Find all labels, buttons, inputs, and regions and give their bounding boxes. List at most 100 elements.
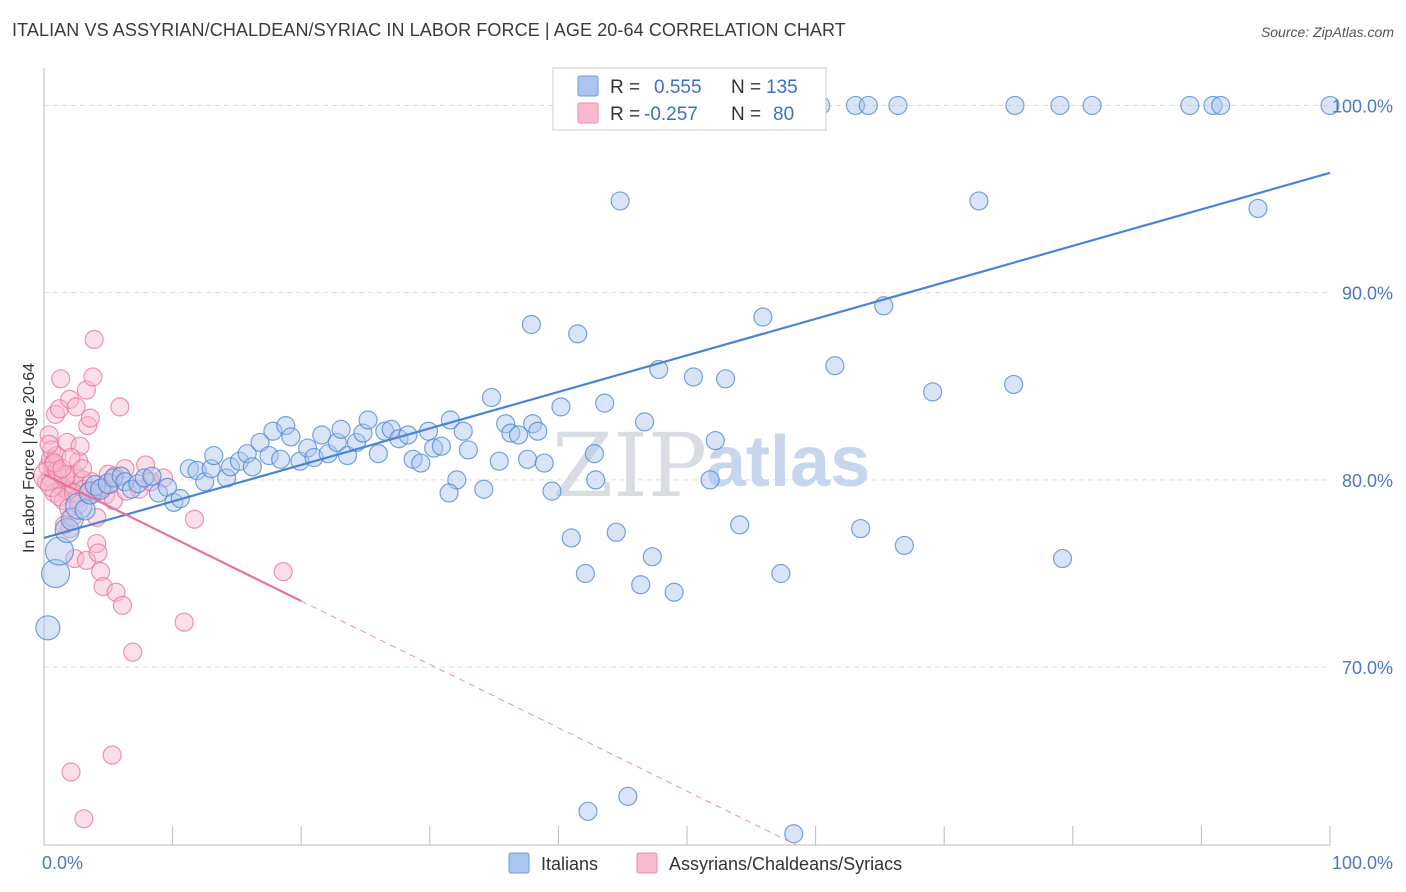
italians-point-122 bbox=[1180, 95, 1200, 116]
italians-point-58 bbox=[431, 436, 451, 456]
italians-point-107 bbox=[618, 786, 638, 806]
italians-point-101 bbox=[923, 382, 943, 402]
legend-swatch-italians bbox=[577, 75, 599, 97]
italians-point-0 bbox=[35, 615, 61, 641]
italians-point-74 bbox=[542, 481, 562, 501]
italians-point-36 bbox=[276, 416, 296, 436]
series-italians-points bbox=[35, 95, 1340, 844]
italians-point-16 bbox=[134, 468, 154, 488]
italians-point-22 bbox=[179, 459, 199, 479]
italians-point-33 bbox=[259, 445, 279, 466]
chart-title: ITALIAN VS ASSYRIAN/CHALDEAN/SYRIAC IN L… bbox=[12, 20, 846, 40]
italians-point-57 bbox=[424, 438, 444, 458]
italians-point-37 bbox=[281, 427, 301, 447]
italians-point-65 bbox=[481, 387, 502, 408]
italians-point-120 bbox=[1050, 95, 1070, 116]
assyrians-trend-line bbox=[43, 473, 302, 603]
assyrians-point-49 bbox=[112, 595, 133, 615]
italians-point-91 bbox=[700, 470, 720, 490]
italians-point-92 bbox=[705, 430, 725, 451]
italians-point-98 bbox=[851, 518, 871, 539]
italians-point-72 bbox=[528, 421, 548, 441]
italians-point-81 bbox=[584, 444, 605, 464]
italians-point-79 bbox=[575, 563, 596, 584]
assyrians-point-79 bbox=[72, 459, 93, 479]
italians-trend-line bbox=[43, 171, 1331, 540]
assyrians-point-20 bbox=[60, 389, 80, 409]
italians-point-124 bbox=[1211, 95, 1231, 116]
y-axis-label: In Labor Force | Age 20-64 bbox=[21, 363, 38, 553]
bottom-legend-swatch-italians bbox=[508, 852, 530, 874]
italians-point-18 bbox=[148, 483, 169, 503]
watermark-atlas: atlas bbox=[706, 422, 870, 502]
italians-point-61 bbox=[453, 421, 473, 441]
italians-point-84 bbox=[610, 191, 630, 211]
assyrians-point-41 bbox=[90, 562, 111, 582]
italians-point-118 bbox=[888, 95, 908, 116]
italians-point-62 bbox=[458, 440, 478, 460]
italians-point-6 bbox=[74, 499, 96, 521]
x-tick-label-min: 0.0% bbox=[42, 853, 83, 873]
italians-point-23 bbox=[187, 460, 207, 481]
x-tick-labels: 0.0% 100.0% bbox=[42, 853, 1393, 873]
italians-point-73 bbox=[534, 453, 554, 473]
axes-layer bbox=[43, 68, 1331, 846]
italians-point-121 bbox=[1082, 95, 1102, 116]
assyrians-point-40 bbox=[88, 543, 108, 563]
italians-point-94 bbox=[730, 515, 750, 535]
italians-point-80 bbox=[586, 470, 606, 490]
legend-r-label-2: R = bbox=[610, 104, 640, 125]
italians-point-100 bbox=[894, 535, 914, 556]
italians-point-1 bbox=[40, 558, 71, 589]
legend-r-value-1: 0.555 bbox=[654, 77, 702, 98]
italians-point-119 bbox=[1005, 95, 1025, 116]
assyrians-point-48 bbox=[110, 397, 130, 417]
bottom-legend-assyrians: Assyrians/Chaldeans/Syriacs bbox=[669, 854, 902, 874]
assyrians-point-59 bbox=[61, 762, 81, 782]
assyrians-point-25 bbox=[66, 397, 86, 417]
y-tick-labels: 70.0% 80.0% 90.0% 100.0% bbox=[1332, 96, 1393, 678]
assyrians-point-12 bbox=[51, 369, 71, 389]
legend-swatch-assyrians bbox=[577, 102, 599, 124]
italians-point-31 bbox=[242, 457, 262, 477]
grid-layer bbox=[44, 104, 1330, 668]
italians-point-64 bbox=[474, 479, 494, 499]
assyrians-trend-line-extrapolated bbox=[300, 600, 797, 846]
assyrians-point-60 bbox=[102, 745, 122, 765]
italians-point-28 bbox=[220, 457, 241, 477]
italians-point-95 bbox=[753, 307, 773, 327]
y-tick-label-80: 80.0% bbox=[1342, 471, 1393, 491]
italians-point-90 bbox=[683, 367, 704, 387]
italians-point-63 bbox=[439, 483, 459, 503]
italians-point-66 bbox=[489, 451, 509, 471]
legend-box: R = 0.555 N = 135 R = -0.257 N = 80 bbox=[552, 67, 827, 131]
watermark-zip: ZIP bbox=[552, 414, 707, 517]
y-tick-label-100: 100.0% bbox=[1332, 96, 1393, 116]
italians-point-55 bbox=[411, 453, 431, 473]
x-tick-label-max: 100.0% bbox=[1332, 853, 1393, 873]
italians-point-108 bbox=[784, 824, 804, 844]
assyrians-point-75 bbox=[39, 434, 59, 454]
italians-point-82 bbox=[595, 393, 615, 413]
assyrians-point-36 bbox=[83, 367, 103, 387]
italians-point-2 bbox=[44, 536, 75, 566]
italians-point-78 bbox=[561, 528, 581, 548]
assyrians-point-34 bbox=[80, 408, 100, 428]
legend-n-label-1: N = bbox=[731, 77, 761, 98]
italians-point-70 bbox=[517, 449, 538, 469]
y-tick-label-70: 70.0% bbox=[1342, 658, 1393, 678]
italians-point-75 bbox=[551, 397, 571, 417]
italians-point-76 bbox=[521, 314, 541, 335]
assyrians-point-32 bbox=[76, 550, 97, 571]
italians-point-104 bbox=[1052, 548, 1073, 569]
legend-n-label-2: N = bbox=[731, 104, 761, 125]
assyrians-point-56 bbox=[174, 612, 194, 632]
y-tick-label-90: 90.0% bbox=[1342, 284, 1393, 304]
italians-point-89 bbox=[664, 582, 684, 602]
italians-point-125 bbox=[1320, 95, 1340, 116]
italians-point-123 bbox=[1203, 95, 1223, 116]
italians-point-68 bbox=[501, 423, 521, 443]
italians-point-97 bbox=[825, 356, 845, 376]
bottom-legend-swatch-assyrians bbox=[636, 852, 658, 874]
bottom-legend: Italians Assyrians/Chaldeans/Syriacs bbox=[508, 852, 902, 874]
